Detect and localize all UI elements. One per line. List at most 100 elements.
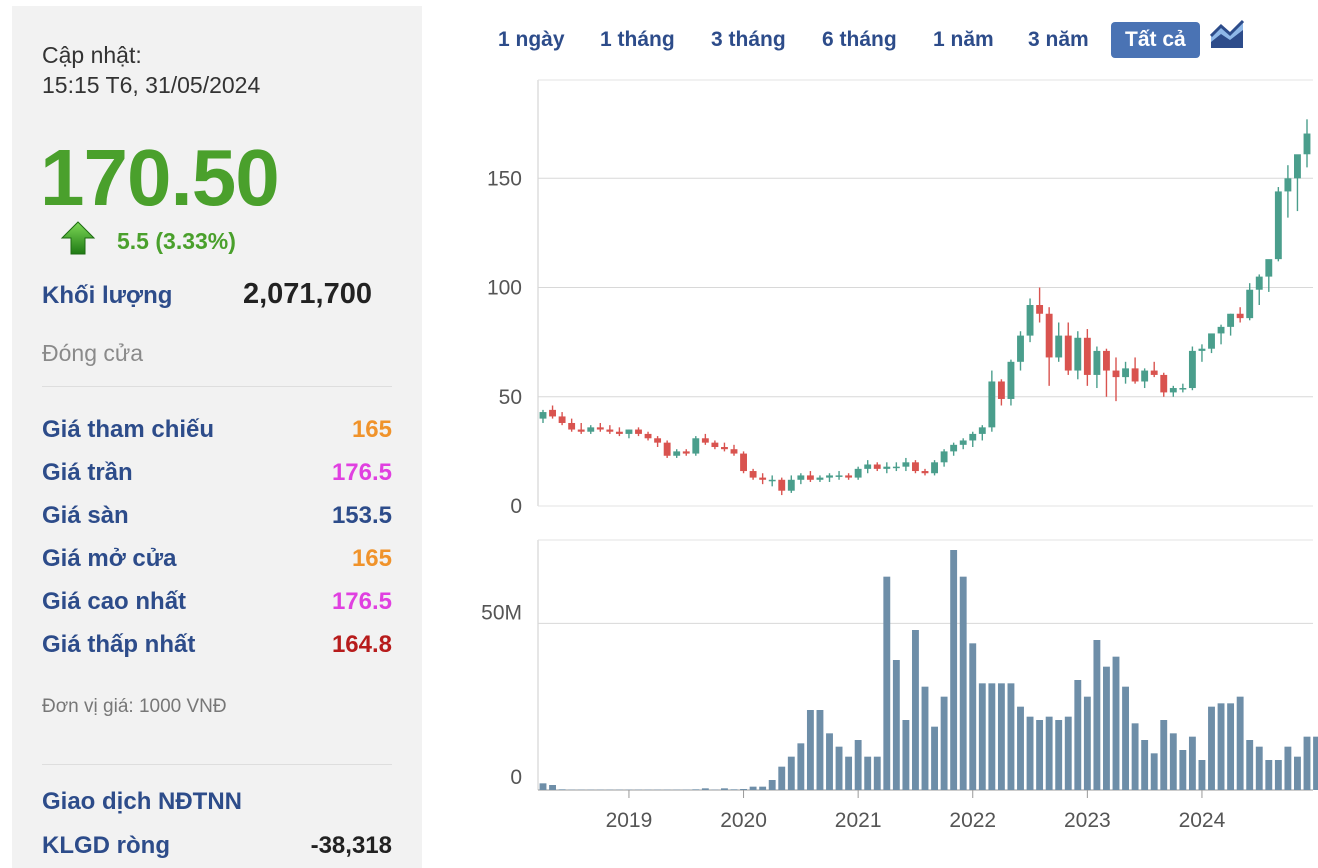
candle-up [1055,335,1063,358]
candle-down [1045,313,1053,358]
tab-1-month[interactable]: 1 tháng [600,28,675,51]
tab-1-year[interactable]: 1 năm [933,28,994,51]
candle-down [711,442,719,448]
volume-bar [730,789,738,790]
candle-down [740,453,747,472]
stat-floor-price: Giá sàn 153.5 [42,502,392,532]
tab-3-months[interactable]: 3 tháng [711,28,786,51]
volume-bar [912,630,919,790]
tab-6-months[interactable]: 6 tháng [822,28,897,51]
tab-3-years[interactable]: 3 năm [1028,28,1089,51]
updated-time: 15:15 T6, 31/05/2024 [42,72,261,98]
volume-bar [692,789,700,790]
stat-reference-price: Giá tham chiếu 165 [42,416,392,446]
candle-down [1083,337,1091,375]
volume-bar [1169,733,1177,790]
candle-up [950,444,958,452]
volume-label: Khối lượng [42,282,173,309]
candle-up [826,475,833,478]
candle-down [1103,350,1110,371]
stat-label: Giá mở cửa [42,545,177,572]
updated-label: Cập nhật: [42,42,142,68]
candle-up [1074,337,1082,371]
price-tick-label: 150 [487,167,522,190]
candle-up [1227,313,1235,327]
volume-bar [1150,753,1158,790]
candle-down [873,464,881,469]
candle-up [988,381,996,428]
candle-down [635,429,642,434]
candle-up [1265,259,1273,277]
volume-bar [969,643,977,790]
volume-bar [740,789,747,790]
candle-up [854,468,862,478]
stat-value: 165 [351,545,392,572]
stat-value: 165 [351,416,392,443]
current-price: 170.50 [40,133,280,222]
volume-tick-label: 0 [510,766,522,789]
volume-bar [1236,696,1244,790]
candle-up [1284,178,1292,192]
price-unit-note: Đơn vị giá: 1000 VNĐ [42,696,227,717]
stat-label: Giá sàn [42,502,129,529]
candle-up [797,475,805,480]
volume-tick-label: 50M [481,601,522,624]
candle-up [969,433,977,441]
volume-bar [1045,716,1053,790]
market-status: Đóng cửa [42,340,144,366]
candle-up [835,475,843,477]
last-updated: Cập nhật: 15:15 T6, 31/05/2024 [42,40,260,100]
volume-bar [854,740,862,790]
volume-bar [940,696,948,790]
volume-bar [1064,716,1072,790]
volume-bar [883,576,891,790]
candle-down [1236,313,1244,319]
candle-up [768,479,776,482]
stat-value: 164.8 [331,631,392,658]
volume-bar [873,756,881,790]
candle-up [673,451,681,456]
area-chart-icon[interactable] [1210,18,1244,52]
candle-up [892,466,900,469]
volume-bar [1303,736,1311,790]
candle-down [806,475,814,480]
price-tick-label: 100 [487,277,522,300]
tab-1-day[interactable]: 1 ngày [498,28,565,51]
volume-bar [1141,740,1149,790]
candle-down [912,462,919,472]
candle-up [1208,333,1215,349]
candle-down [1160,374,1168,393]
volume-bar [1112,656,1120,790]
candle-down [644,433,652,439]
volume-bar [816,710,824,790]
candle-up [1007,361,1015,399]
candle-down [759,477,767,480]
candle-up [1274,191,1282,260]
candle-up [1179,388,1187,390]
volume-bar [721,788,728,790]
volume-bar [1198,760,1206,790]
volume-bar [988,683,996,790]
volume-bar [997,683,1005,790]
stat-label: Giá trần [42,459,133,486]
volume-bar [1313,736,1318,790]
candle-up [883,466,891,469]
volume-bar [701,788,709,790]
volume-bar [1093,640,1101,790]
stat-label: Giá tham chiếu [42,416,215,443]
tab-all[interactable]: Tất cả [1111,22,1200,58]
volume-bar [806,710,814,790]
volume-bar [1083,696,1091,790]
stat-value: 153.5 [331,502,392,529]
volume-bar [1255,746,1263,790]
volume-bar [778,766,786,790]
candle-down [1150,370,1158,375]
candle-up [1198,348,1206,351]
candle-up [816,477,824,480]
up-arrow-icon [60,221,96,255]
volume-bar [749,786,757,790]
volume-bar [864,756,872,790]
candle-down [730,449,738,454]
price-change: 5.5 (3.33%) [117,228,236,254]
